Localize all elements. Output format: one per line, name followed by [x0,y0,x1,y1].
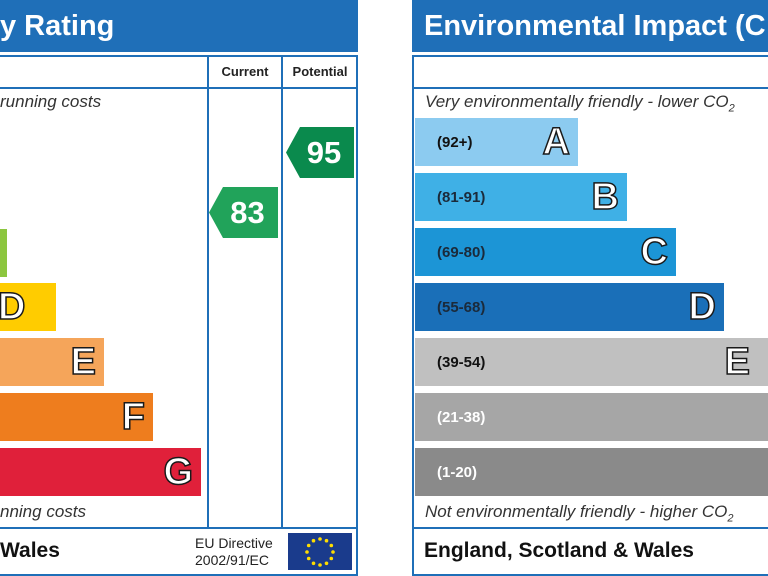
environment-bottom-note-text: Not environmentally friendly - higher CO [425,502,728,521]
potential-column-header: Potential [292,64,348,79]
eu-directive-text: EU Directive 2002/91/EC [195,535,273,569]
eu-stars-icon [305,536,335,567]
environment-footer-row-line [412,527,768,529]
energy-band-e: E [0,338,104,386]
environment-band-d: (55-68) D [415,283,724,331]
energy-band-d: D [0,283,56,331]
environment-band-d-letter: D [688,286,717,328]
environment-band-g: (1-20) [415,448,768,496]
environmental-impact-header: Environmental Impact (C [412,0,768,52]
energy-band-g: G [0,448,201,496]
energy-top-note: running costs [0,92,102,111]
energy-bottom-note: nning costs [0,502,86,521]
environment-band-b-range: (81-91) [437,188,486,206]
current-arrow-shape [209,187,278,238]
potential-arrow-shape [286,127,354,178]
potential-rating-arrow: 95 [286,127,354,178]
current-rating-value: 83 [230,194,265,230]
energy-band-e-letter: E [70,341,97,383]
energy-band-d-letter: D [0,286,26,328]
potential-rating-value: 95 [306,134,342,170]
environment-band-g-range: (1-20) [437,463,478,481]
eu-directive-line1: EU Directive [195,535,273,551]
environment-band-b-letter: B [591,176,620,218]
current-column-header: Current [221,64,269,79]
energy-header-row-line [0,87,358,89]
environment-band-c-range: (69-80) [437,243,486,261]
environment-band-c: (69-80) C [415,228,676,276]
environment-band-e: (39-54) E [415,338,768,386]
energy-rating-title: y Rating [0,10,115,42]
energy-rating-header: y Rating [0,0,358,52]
environmental-impact-title: Environmental Impact (C [424,10,766,42]
environment-band-c-letter: C [640,231,669,273]
environment-band-b: (81-91) B [415,173,627,221]
environment-band-e-letter: E [724,341,751,383]
energy-band-f-letter: F [121,396,146,438]
energy-band-f: F [0,393,153,441]
environment-band-a: (92+) A [415,118,578,166]
eu-directive-line2: 2002/91/EC [195,552,269,568]
current-column-divider [207,55,209,528]
potential-column-divider [281,55,283,528]
energy-band-g-letter: G [163,451,194,493]
environment-band-a-range: (92+) [437,133,473,151]
environment-top-note-sub: 2 [728,102,735,115]
eu-flag-icon [288,533,352,570]
environment-top-note: Very environmentally friendly - lower CO… [425,92,768,114]
environment-band-f-range: (21-38) [437,408,486,426]
current-rating-arrow: 83 [209,187,278,238]
environment-band-d-range: (55-68) [437,298,486,316]
energy-footer-region: Wales [0,539,60,562]
environment-bottom-note-sub: 2 [727,512,734,525]
environment-footer-region: England, Scotland & Wales [424,539,694,562]
energy-band-c [0,229,7,277]
environment-bottom-note: Not environmentally friendly - higher CO… [425,502,768,524]
environment-top-note-text: Very environmentally friendly - lower CO [425,92,729,111]
environment-header-row-line [412,87,768,89]
energy-footer-row-line [0,527,358,529]
environment-band-a-letter: A [542,121,571,163]
environment-band-f: (21-38) [415,393,768,441]
environment-band-e-range: (39-54) [437,353,486,371]
